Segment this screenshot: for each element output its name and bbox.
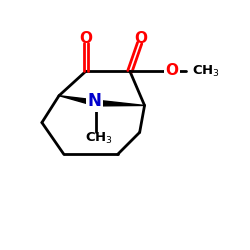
Text: CH$_3$: CH$_3$ [85, 131, 113, 146]
Text: O: O [165, 63, 178, 78]
Text: O: O [134, 31, 147, 46]
Polygon shape [96, 100, 144, 106]
Text: N: N [88, 92, 102, 110]
Text: CH$_3$: CH$_3$ [192, 64, 220, 79]
Polygon shape [59, 96, 96, 106]
Text: O: O [80, 31, 92, 46]
